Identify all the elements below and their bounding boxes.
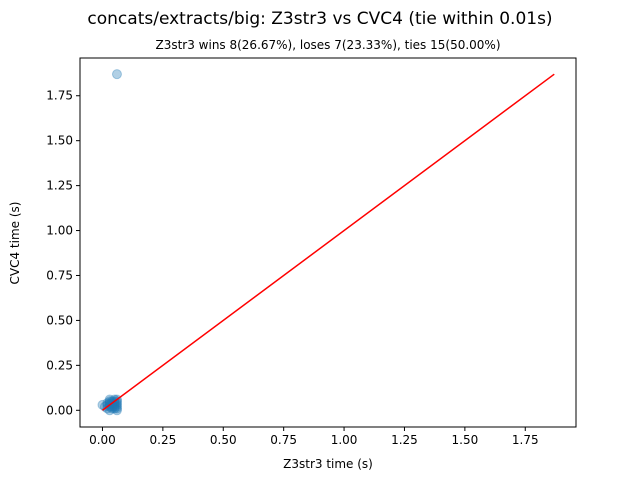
y-tick-label: 0.00 (46, 403, 73, 417)
chart-title: concats/extracts/big: Z3str3 vs CVC4 (ti… (87, 9, 552, 29)
y-tick-label: 0.25 (46, 358, 73, 372)
y-tick-label: 0.50 (46, 313, 73, 327)
data-point (111, 69, 122, 80)
x-tick-label: 1.75 (512, 433, 539, 447)
chart-subtitle: Z3str3 wins 8(26.67%), loses 7(23.33%), … (155, 38, 500, 52)
data-point (102, 403, 113, 414)
data-point (111, 401, 122, 412)
x-axis-ticks: 0.00 0.25 0.50 0.75 1.00 1.25 1.50 1.75 (89, 427, 539, 447)
y-axis-label: CVC4 time (s) (8, 202, 22, 285)
y-tick-label: 1.25 (46, 179, 73, 193)
y-tick-label: 1.75 (46, 89, 73, 103)
plot-area-frame (79, 57, 577, 428)
diagonal-reference-line (102, 73, 555, 411)
y-axis-ticks: 0.00 0.25 0.50 0.75 1.00 1.25 1.50 1.75 (46, 89, 80, 417)
data-point (111, 405, 122, 416)
data-point (104, 401, 115, 412)
data-point (109, 394, 120, 405)
x-tick-label: 1.25 (391, 433, 418, 447)
data-point (104, 398, 115, 409)
data-point (111, 396, 122, 407)
data-point (99, 401, 110, 412)
y-tick-label: 0.75 (46, 268, 73, 282)
x-axis-label: Z3str3 time (s) (283, 457, 373, 471)
data-point (109, 398, 120, 409)
y-tick-label: 1.50 (46, 134, 73, 148)
x-tick-label: 0.00 (89, 433, 116, 447)
x-tick-label: 0.50 (210, 433, 237, 447)
data-point (107, 399, 118, 410)
data-point (102, 399, 113, 410)
data-point (111, 403, 122, 414)
reference-line-layer (102, 73, 555, 411)
x-tick-label: 1.50 (452, 433, 479, 447)
data-point (109, 403, 120, 414)
x-tick-label: 0.75 (270, 433, 297, 447)
y-tick-label: 1.00 (46, 224, 73, 238)
x-tick-label: 1.00 (331, 433, 358, 447)
data-point (107, 396, 118, 407)
x-tick-label: 0.25 (150, 433, 177, 447)
